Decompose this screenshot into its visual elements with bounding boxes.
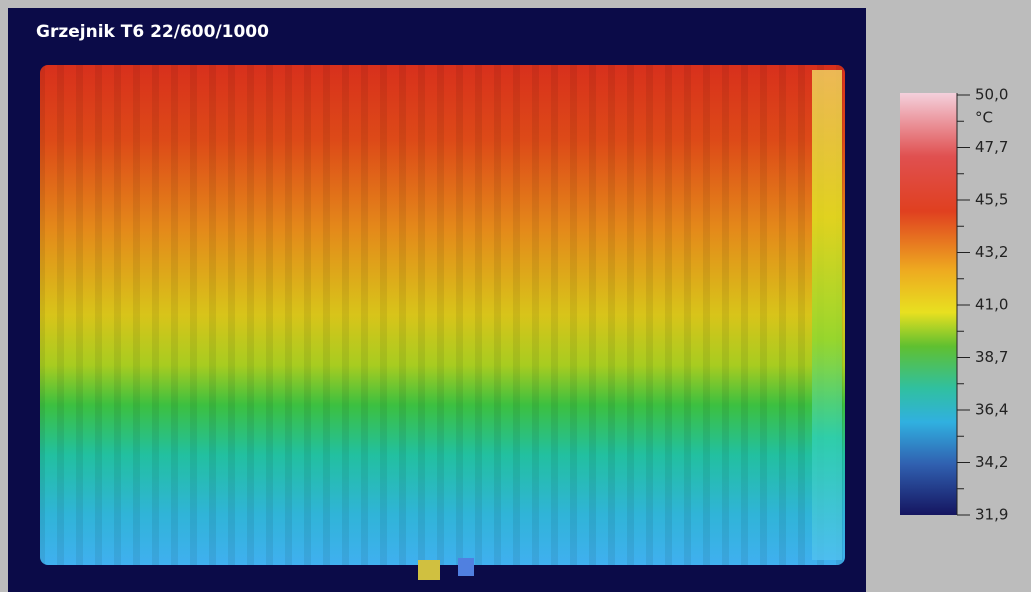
scale-label: 36,4 <box>975 401 1008 419</box>
scale-label: 41,0 <box>975 296 1008 314</box>
page: Grzejnik T6 22/600/1000 °C 50,0 47,7 45,5 4… <box>0 0 1031 592</box>
scale-label: 34,2 <box>975 453 1008 471</box>
color-scale <box>900 93 957 515</box>
scale-label: 50,0 <box>975 86 1008 104</box>
scale-label: 43,2 <box>975 243 1008 261</box>
scale-label: 38,7 <box>975 348 1008 366</box>
scale-label: 45,5 <box>975 191 1008 209</box>
radiator-side <box>812 70 842 560</box>
scale-label: 31,9 <box>975 506 1008 524</box>
title: Grzejnik T6 22/600/1000 <box>36 22 269 42</box>
valve <box>418 560 440 580</box>
thermal-view: Grzejnik T6 22/600/1000 °C 50,0 47,7 45,5 4… <box>0 0 1031 592</box>
valve <box>458 558 474 576</box>
scale-label: 47,7 <box>975 138 1008 156</box>
radiator-fins <box>40 65 845 565</box>
scale-unit: °C <box>975 109 993 127</box>
